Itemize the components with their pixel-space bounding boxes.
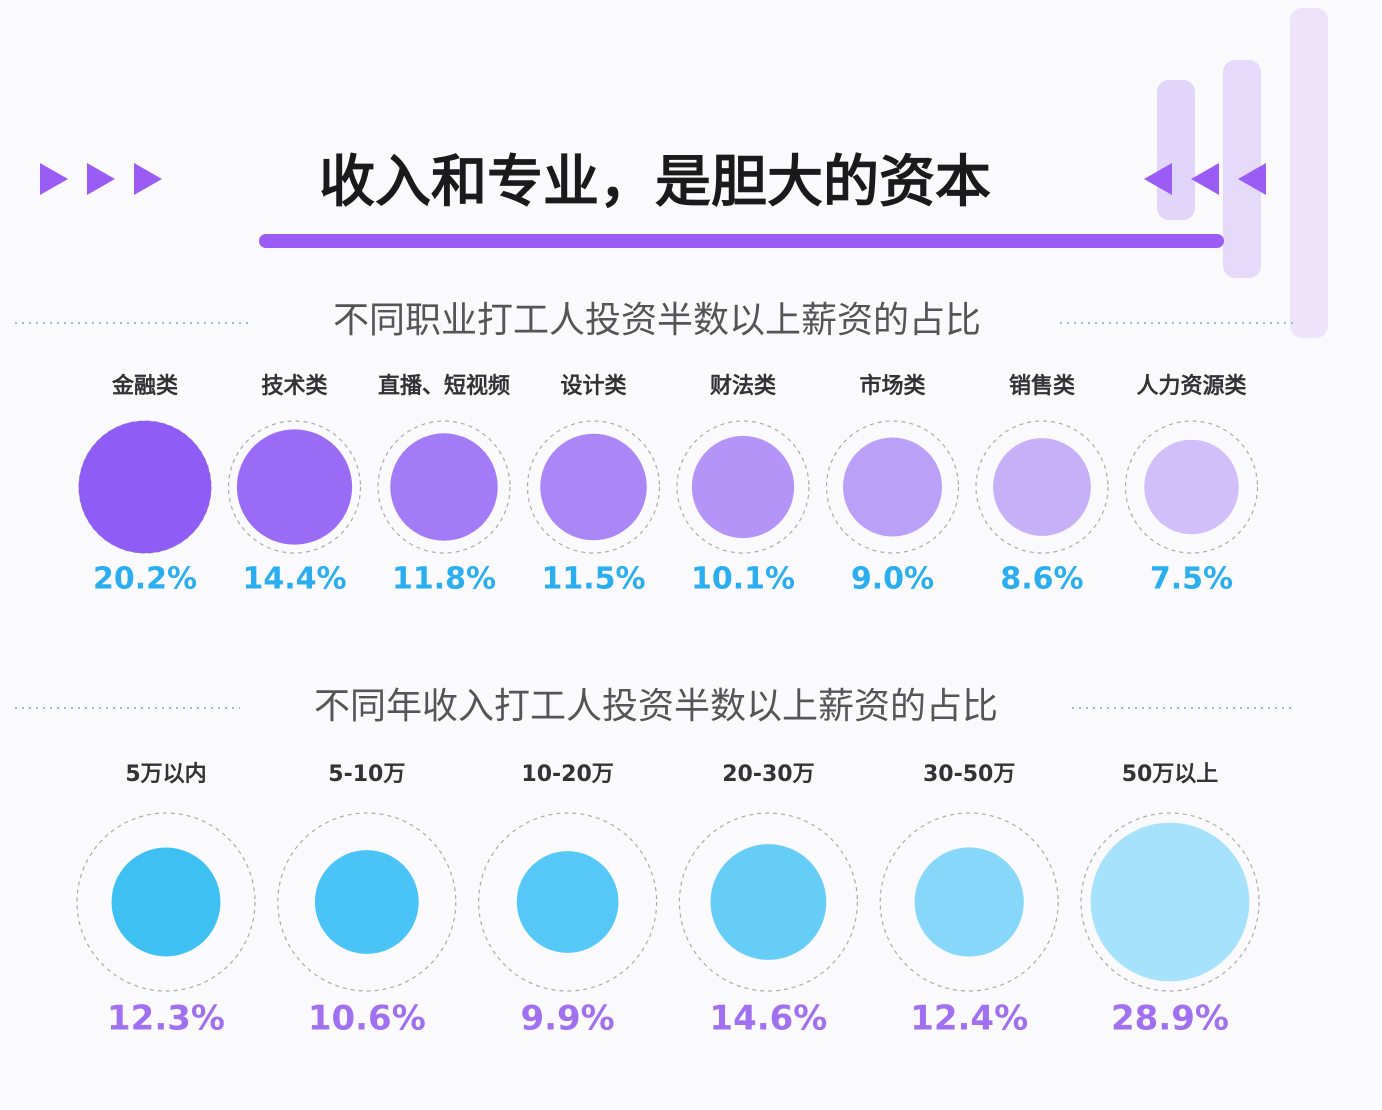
- category-label: 金融类: [111, 373, 179, 399]
- ring: [879, 812, 1059, 992]
- value-label: 8.6%: [1000, 562, 1083, 597]
- value-label: 11.5%: [541, 562, 645, 597]
- category-label: 人力资源类: [1136, 374, 1247, 399]
- bubble: [993, 438, 1091, 536]
- category-label: 财法类: [710, 374, 777, 399]
- decor-arrows: [40, 163, 1266, 195]
- category-label: 技术类: [261, 374, 328, 399]
- value-label: 9.9%: [520, 999, 614, 1039]
- ring: [825, 420, 960, 554]
- category-label: 直播、短视频: [378, 373, 510, 399]
- value-label: 12.4%: [910, 999, 1028, 1039]
- value-label: 10.1%: [691, 562, 795, 597]
- bubble: [914, 847, 1024, 957]
- bubble: [540, 433, 647, 541]
- value-label: 11.8%: [392, 562, 496, 597]
- bubble: [390, 433, 498, 541]
- bubble: [710, 844, 827, 960]
- decor-bar: [1290, 8, 1328, 338]
- page-title: 收入和专业，是胆大的资本: [319, 150, 991, 215]
- value-label: 9.0%: [851, 562, 934, 597]
- ring: [1124, 420, 1259, 554]
- ring: [76, 812, 256, 992]
- bubble: [78, 420, 212, 554]
- value-label: 12.3%: [107, 999, 225, 1039]
- ring: [277, 812, 457, 992]
- value-label: 7.5%: [1150, 562, 1233, 597]
- chart-title: 不同年收入打工人投资半数以上薪资的占比: [314, 686, 998, 727]
- decor-bar: [1157, 80, 1195, 220]
- value-label: 14.4%: [242, 562, 346, 597]
- bubble: [314, 850, 419, 954]
- ring: [526, 420, 661, 554]
- bubble: [691, 435, 795, 539]
- ring: [227, 420, 362, 554]
- category-label: 市场类: [859, 373, 926, 399]
- divider-dots: [15, 322, 1295, 709]
- category-label: 10-20万: [521, 762, 613, 787]
- bubble: [516, 851, 619, 953]
- ring: [676, 420, 810, 554]
- category-label: 50万以上: [1122, 762, 1219, 787]
- value-label: 10.6%: [308, 999, 426, 1039]
- bubble: [111, 847, 221, 957]
- value-label: 28.9%: [1111, 999, 1229, 1039]
- bubble: [1090, 822, 1250, 982]
- decor-bar: [1223, 60, 1261, 278]
- chart-title: 不同职业打工人投资半数以上薪资的占比: [333, 300, 981, 341]
- ring: [1080, 812, 1260, 992]
- category-label: 销售类: [1009, 373, 1076, 399]
- category-label: 5-10万: [328, 762, 405, 787]
- bubble: [236, 429, 353, 545]
- category-label: 30-50万: [923, 762, 1015, 787]
- category-label: 5万以内: [125, 762, 206, 787]
- value-label: 14.6%: [709, 999, 827, 1039]
- ring: [477, 812, 658, 992]
- title-underline: [259, 234, 1224, 248]
- ring: [678, 812, 859, 992]
- ring: [975, 420, 1109, 554]
- ring: [377, 420, 511, 554]
- bubble: [843, 437, 942, 537]
- value-label: 20.2%: [93, 562, 197, 597]
- category-label: 设计类: [560, 374, 627, 399]
- category-label: 20-30万: [722, 762, 814, 787]
- bubble: [1144, 439, 1239, 535]
